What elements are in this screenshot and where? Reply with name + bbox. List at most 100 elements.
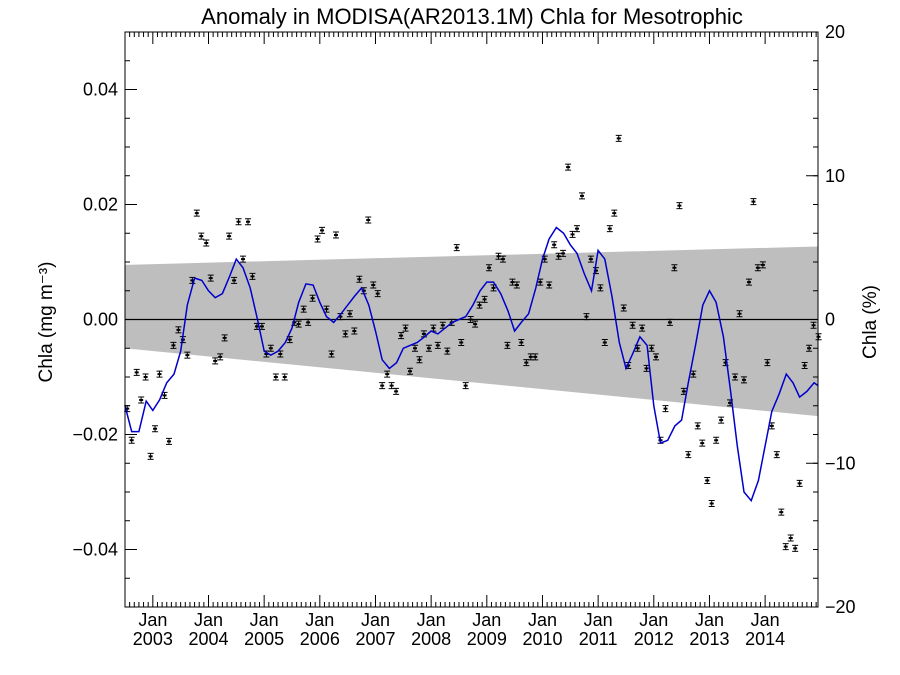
x-tick-label-year: 2006 [300, 629, 340, 649]
data-point [198, 232, 205, 240]
data-point [328, 350, 335, 358]
data-point [384, 370, 391, 378]
x-tick-label-month: Jan [639, 610, 668, 630]
data-point [476, 301, 483, 309]
data-point [620, 304, 627, 312]
data-point [374, 290, 381, 298]
data-point [509, 278, 516, 286]
data-point [611, 209, 618, 217]
x-tick-label-year: 2011 [579, 629, 618, 649]
data-point [541, 255, 548, 263]
data-point [462, 382, 469, 390]
data-point [499, 255, 506, 263]
data-point [175, 326, 182, 334]
data-point [578, 192, 585, 200]
data-point [653, 353, 660, 361]
data-point [165, 437, 172, 445]
data-point [272, 373, 279, 381]
data-point [815, 333, 822, 341]
y-tick-label: −0.04 [72, 540, 118, 560]
x-tick-label-year: 2005 [244, 629, 284, 649]
data-point [221, 334, 228, 342]
data-point [587, 255, 594, 263]
data-point [351, 327, 358, 335]
right-axis: −20 −10 0 10 20 [806, 22, 856, 617]
data-point [759, 261, 766, 269]
data-point [365, 216, 372, 224]
y-tick-label: 0.00 [83, 310, 118, 330]
y-right-tick-label: −10 [825, 453, 856, 473]
x-tick-label-year: 2014 [745, 629, 785, 649]
data-point [281, 373, 288, 381]
data-point [583, 313, 590, 321]
data-point [156, 370, 163, 378]
data-point [217, 353, 224, 361]
x-tick-label-month: Jan [250, 610, 279, 630]
data-point [402, 324, 409, 332]
data-point [773, 451, 780, 459]
data-point [518, 339, 525, 346]
data-point [193, 209, 200, 217]
data-point [147, 452, 154, 460]
x-tick-label-month: Jan [695, 610, 724, 630]
data-point [393, 387, 400, 395]
data-point [458, 339, 465, 346]
data-point [128, 436, 135, 444]
x-tick-label-year: 2007 [355, 629, 395, 649]
data-point [495, 252, 502, 260]
x-tick-label-year: 2012 [634, 629, 674, 649]
data-point [601, 339, 608, 346]
data-point [792, 544, 799, 552]
x-tick-label-year: 2008 [411, 629, 451, 649]
data-point [573, 225, 580, 233]
data-point [745, 278, 752, 286]
data-point [453, 244, 460, 252]
left-axis: −0.04 −0.02 0.00 0.02 0.04 [72, 31, 137, 608]
data-point [472, 320, 479, 328]
data-point [170, 341, 177, 349]
data-point [750, 198, 757, 206]
y-right-tick-label: −20 [825, 597, 856, 617]
y-tick-label: 0.02 [83, 195, 118, 215]
data-point [768, 422, 775, 430]
y-tick-label: −0.02 [72, 425, 118, 445]
data-point [513, 281, 520, 289]
data-point [527, 353, 534, 361]
data-point [138, 396, 145, 404]
data-point [662, 405, 669, 413]
data-point [569, 230, 576, 238]
data-point [319, 226, 326, 234]
series-layer [124, 226, 819, 503]
data-point [565, 163, 572, 171]
data-point [412, 344, 419, 352]
data-point [406, 367, 413, 375]
data-point [240, 255, 247, 263]
data-point [226, 232, 233, 240]
data-point [666, 318, 673, 326]
data-point [444, 347, 451, 355]
data-point [532, 353, 539, 361]
x-tick-label-month: Jan [751, 610, 780, 630]
x-tick-label-month: Jan [138, 610, 167, 630]
data-point [801, 362, 808, 369]
data-point [231, 276, 238, 284]
data-point [249, 272, 256, 280]
data-point [560, 249, 567, 257]
data-point [486, 264, 493, 272]
y-right-tick-label: 20 [825, 22, 845, 42]
data-point [685, 451, 692, 459]
x-tick-label-year: 2010 [522, 629, 562, 649]
data-point [648, 344, 655, 352]
data-point [207, 274, 214, 282]
data-point [671, 264, 678, 272]
data-point [398, 332, 405, 340]
data-point [732, 373, 739, 381]
uncertainty-envelope [125, 246, 818, 417]
data-point [754, 264, 761, 272]
data-point [416, 356, 423, 364]
y-axis-label-left: Chla (mg m⁻³) [36, 262, 57, 383]
data-point [713, 436, 720, 444]
data-point [736, 310, 743, 318]
data-point [295, 320, 302, 328]
